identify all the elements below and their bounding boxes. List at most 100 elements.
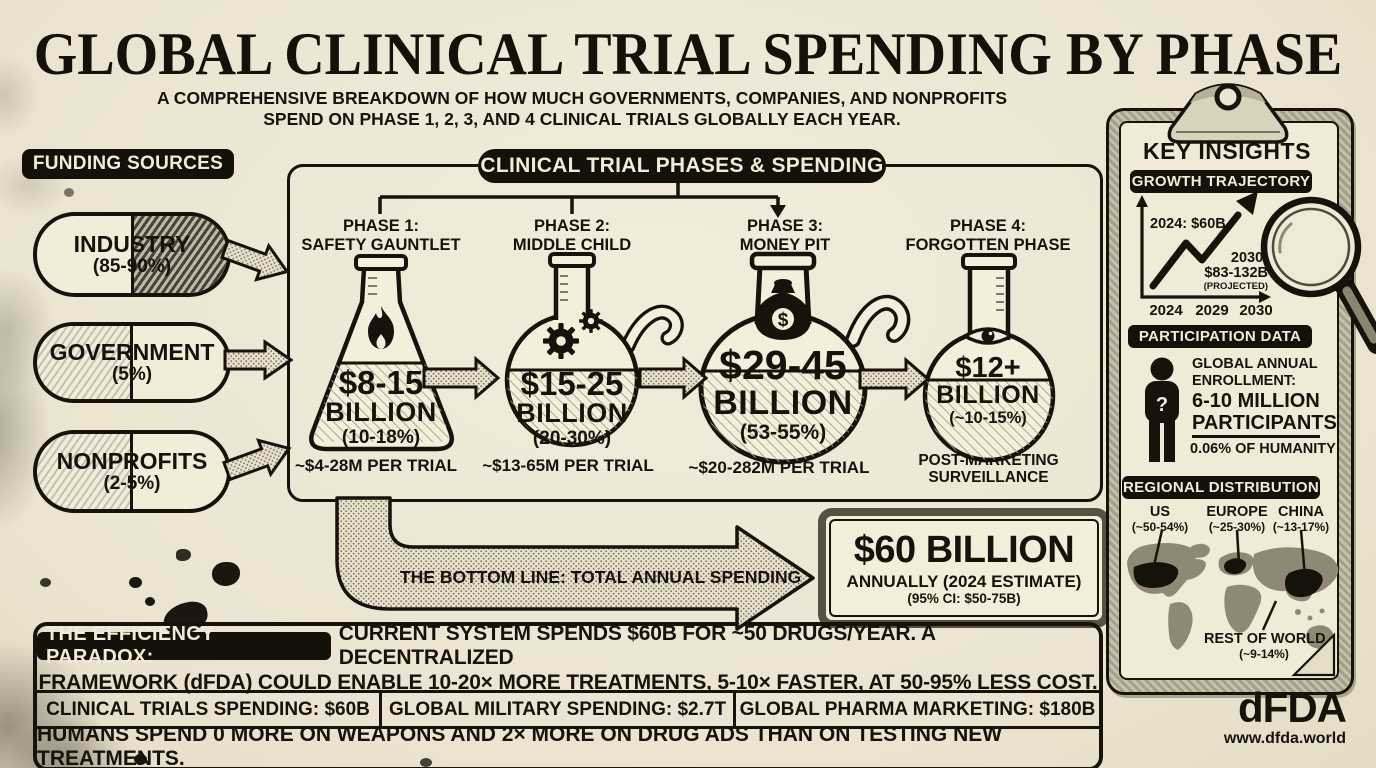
phase4-unit: BILLION bbox=[936, 381, 1040, 409]
enrollment-line2: ENROLLMENT: bbox=[1192, 373, 1296, 389]
pill-shading bbox=[37, 326, 134, 399]
phase3-subtitle: MONEY PIT bbox=[739, 236, 831, 254]
flask-liquid bbox=[925, 380, 1053, 460]
region-china-name: CHINA bbox=[1278, 504, 1324, 520]
phase1-flask bbox=[309, 254, 454, 452]
ink-splatter bbox=[176, 549, 191, 561]
page-curl bbox=[1291, 632, 1336, 677]
enrollment-line1: GLOBAL ANNUAL bbox=[1192, 356, 1318, 372]
phase4-label: PHASE 4: FORGOTTEN PHASE bbox=[903, 217, 1073, 255]
growth-2030-year: 2030: bbox=[1230, 250, 1268, 266]
rest-of-world-name: REST OF WORLD bbox=[1204, 631, 1326, 647]
phase4-flask bbox=[922, 253, 1056, 463]
phase4-subtitle: FORGOTTEN PHASE bbox=[905, 236, 1071, 254]
flame-icon bbox=[368, 306, 394, 349]
page-subtitle: A COMPREHENSIVE BREAKDOWN OF HOW MUCH GO… bbox=[30, 88, 1134, 130]
enrollment-count: 6-10 MILLION bbox=[1192, 390, 1320, 412]
growth-trajectory-header: GROWTH TRAJECTORY bbox=[1130, 170, 1312, 193]
funding-source-name: GOVERNMENT bbox=[49, 339, 215, 366]
phase1-label: PHASE 1: SAFETY GAUNTLET bbox=[296, 217, 466, 255]
growth-2024-label: 2024: $60B bbox=[1150, 216, 1226, 232]
pill-shading bbox=[37, 434, 134, 509]
rest-of-world-leader-line bbox=[1261, 600, 1278, 631]
europe-leader-line bbox=[1235, 529, 1241, 565]
funding-source-share: (5%) bbox=[111, 363, 153, 385]
nonprofits-arrow bbox=[221, 438, 292, 482]
phase2-label: PHASE 2: MIDDLE CHILD bbox=[487, 217, 657, 255]
funding-pill-government: GOVERNMENT (5%) bbox=[33, 322, 231, 403]
phase4-values: $12+ BILLION (~10-15%) bbox=[922, 354, 1054, 427]
phase1-amount: $8-15 bbox=[338, 364, 424, 401]
phase2-title: PHASE 2: bbox=[533, 217, 611, 235]
trend-arrowhead bbox=[1236, 191, 1258, 215]
flask-liquid bbox=[701, 371, 865, 463]
ink-splatter bbox=[40, 578, 51, 587]
question-glyph: ? bbox=[1156, 394, 1168, 416]
world-map bbox=[1127, 529, 1339, 650]
phase2-unit: BILLION bbox=[516, 398, 628, 428]
funding-sources-header: FUNDING SOURCES bbox=[22, 149, 234, 179]
clipboard-clip-icon bbox=[1167, 83, 1289, 144]
ink-splatter bbox=[420, 758, 432, 767]
phase-bracket bbox=[378, 183, 780, 214]
phase2-to-phase3-arrow bbox=[638, 355, 709, 401]
humanity-share: 0.06% OF HUMANITY bbox=[1190, 441, 1336, 457]
map-africa bbox=[1224, 584, 1262, 633]
phase3-values: $29-45 BILLION (53-55%) bbox=[697, 345, 869, 444]
money-bag-icon: $ bbox=[755, 279, 811, 340]
phase3-label: PHASE 3: MONEY PIT bbox=[700, 217, 870, 255]
ink-splatter bbox=[212, 562, 240, 586]
region-china: CHINA (~13-17%) bbox=[1270, 504, 1332, 534]
map-europe-highlight bbox=[1224, 558, 1247, 575]
growth-2030-value: $83-132B bbox=[1204, 265, 1268, 281]
page-title: GLOBAL CLINICAL TRIAL SPENDING BY PHASE bbox=[33, 21, 1343, 89]
phase1-subtitle: SAFETY GAUNTLET bbox=[301, 236, 461, 254]
phase1-values: $8-15 BILLION (10-18%) bbox=[301, 366, 461, 447]
phase2-subtitle: MIDDLE CHILD bbox=[512, 236, 632, 254]
funding-source-name: INDUSTRY bbox=[73, 231, 191, 258]
efficiency-line1: CURRENT SYSTEM SPENDS $60B FOR ~50 DRUGS… bbox=[338, 621, 936, 669]
ink-splatter bbox=[64, 188, 74, 197]
enrollment-participants: PARTICIPANTS bbox=[1192, 412, 1337, 434]
government-arrow bbox=[223, 339, 294, 381]
funding-pill-nonprofits: NONPROFITS (2-5%) bbox=[33, 430, 231, 513]
efficiency-statement: THE EFFICIENCY PARADOX: CURRENT SYSTEM S… bbox=[37, 622, 1099, 694]
ink-splatter bbox=[129, 577, 142, 588]
stat-pharma-marketing: GLOBAL PHARMA MARKETING: $180B bbox=[733, 693, 1099, 726]
comparison-footer: HUMANS SPEND 0 MORE ON WEAPONS AND 2× MO… bbox=[37, 723, 1099, 768]
ink-splatter bbox=[145, 597, 155, 606]
growth-tick-2024: 2024 bbox=[1149, 302, 1183, 319]
region-us-name: US bbox=[1149, 504, 1171, 520]
phase4-share: (~10-15%) bbox=[949, 409, 1027, 427]
dfda-url: www.dfda.world bbox=[1223, 730, 1346, 747]
subtitle-line-1: A COMPREHENSIVE BREAKDOWN OF HOW MUCH GO… bbox=[156, 88, 1008, 108]
industry-arrow bbox=[219, 238, 290, 282]
phase1-title: PHASE 1: bbox=[342, 217, 420, 235]
growth-2030-note: (PROJECTED) bbox=[1203, 281, 1268, 292]
region-europe-share: (~25-30%) bbox=[1208, 520, 1266, 534]
dollar-glyph: $ bbox=[778, 310, 789, 331]
person-icon: ? bbox=[1145, 357, 1179, 462]
funding-source-share: (85-90%) bbox=[92, 255, 172, 277]
phase3-unit: BILLION bbox=[713, 384, 853, 422]
total-spending-arrow bbox=[335, 496, 815, 631]
funding-source-name: NONPROFITS bbox=[56, 448, 208, 475]
eye-icon bbox=[961, 327, 1015, 345]
participation-data-header: PARTICIPATION DATA bbox=[1128, 325, 1312, 348]
phase4-amount: $12+ bbox=[955, 352, 1021, 384]
region-china-share: (~13-17%) bbox=[1272, 520, 1330, 534]
map-south-america bbox=[1168, 602, 1193, 650]
phase4-note-line2: SURVEILLANCE bbox=[928, 469, 1049, 486]
map-china-highlight bbox=[1285, 568, 1323, 598]
region-us: US (~50-54%) bbox=[1130, 504, 1190, 534]
funding-source-share: (2-5%) bbox=[103, 472, 161, 494]
us-leader-line bbox=[1151, 529, 1164, 571]
bracket-arrowhead bbox=[770, 205, 786, 218]
participation-underline bbox=[1192, 435, 1320, 438]
ink-splatter bbox=[134, 754, 147, 765]
funding-pill-industry: INDUSTRY (85-90%) bbox=[33, 212, 231, 297]
phase1-share: (10-18%) bbox=[341, 427, 421, 448]
